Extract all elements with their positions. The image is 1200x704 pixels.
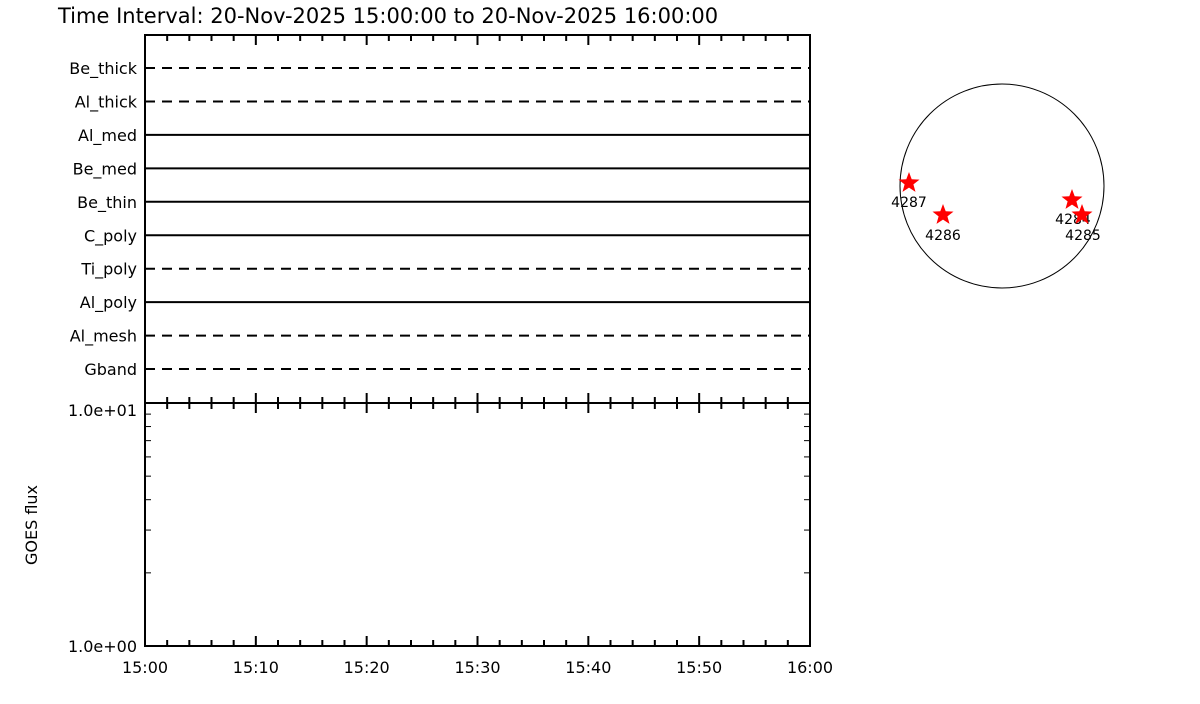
active-region-star-icon	[1061, 189, 1083, 209]
active-region-star-icon	[932, 204, 954, 224]
active-region-label: 4286	[925, 228, 961, 244]
x-tick-label: 15:00	[122, 658, 168, 677]
y-tick-label-top: 1.0e+01	[68, 401, 137, 420]
goes-panel-frame	[144, 402, 811, 647]
x-tick-label: 15:30	[454, 658, 500, 677]
filter-label: C_poly	[84, 226, 137, 246]
filter-rows: Be_thick Al_thick Al_med Be_med Be_thin C_pol…	[69, 59, 810, 379]
filter-label: Al_thick	[75, 92, 138, 112]
axes	[144, 34, 811, 647]
filter-label: Gband	[84, 360, 137, 379]
x-tick-label: 15:40	[565, 658, 611, 677]
x-tick-label: 15:50	[676, 658, 722, 677]
active-region-star-icon	[1071, 204, 1093, 224]
filter-panel-frame	[144, 34, 811, 404]
solar-limb	[899, 83, 1105, 289]
active-region-star-icon	[898, 172, 920, 192]
active-region-label: 4285	[1065, 228, 1101, 244]
filter-label: Al_poly	[80, 293, 137, 313]
filter-label: Al_med	[78, 126, 137, 146]
active-region-label: 4287	[891, 195, 927, 211]
chart-title: Time Interval: 20-Nov-2025 15:00:00 to 2…	[57, 4, 718, 28]
y-axis-label: GOES flux	[22, 485, 41, 565]
x-tick-labels: 15:00 15:10 15:20 15:30 15:40 15:50 16:00	[122, 658, 833, 677]
y-tick-label-bottom: 1.0e+00	[68, 637, 137, 656]
x-tick-label: 15:10	[233, 658, 279, 677]
filter-label: Al_mesh	[70, 327, 137, 347]
x-tick-label: 15:20	[344, 658, 390, 677]
x-tick-label: 16:00	[787, 658, 833, 677]
filter-label: Be_thick	[69, 59, 137, 79]
filter-label: Ti_poly	[80, 260, 137, 280]
filter-label: Be_med	[73, 159, 137, 179]
filter-label: Be_thin	[77, 193, 137, 213]
